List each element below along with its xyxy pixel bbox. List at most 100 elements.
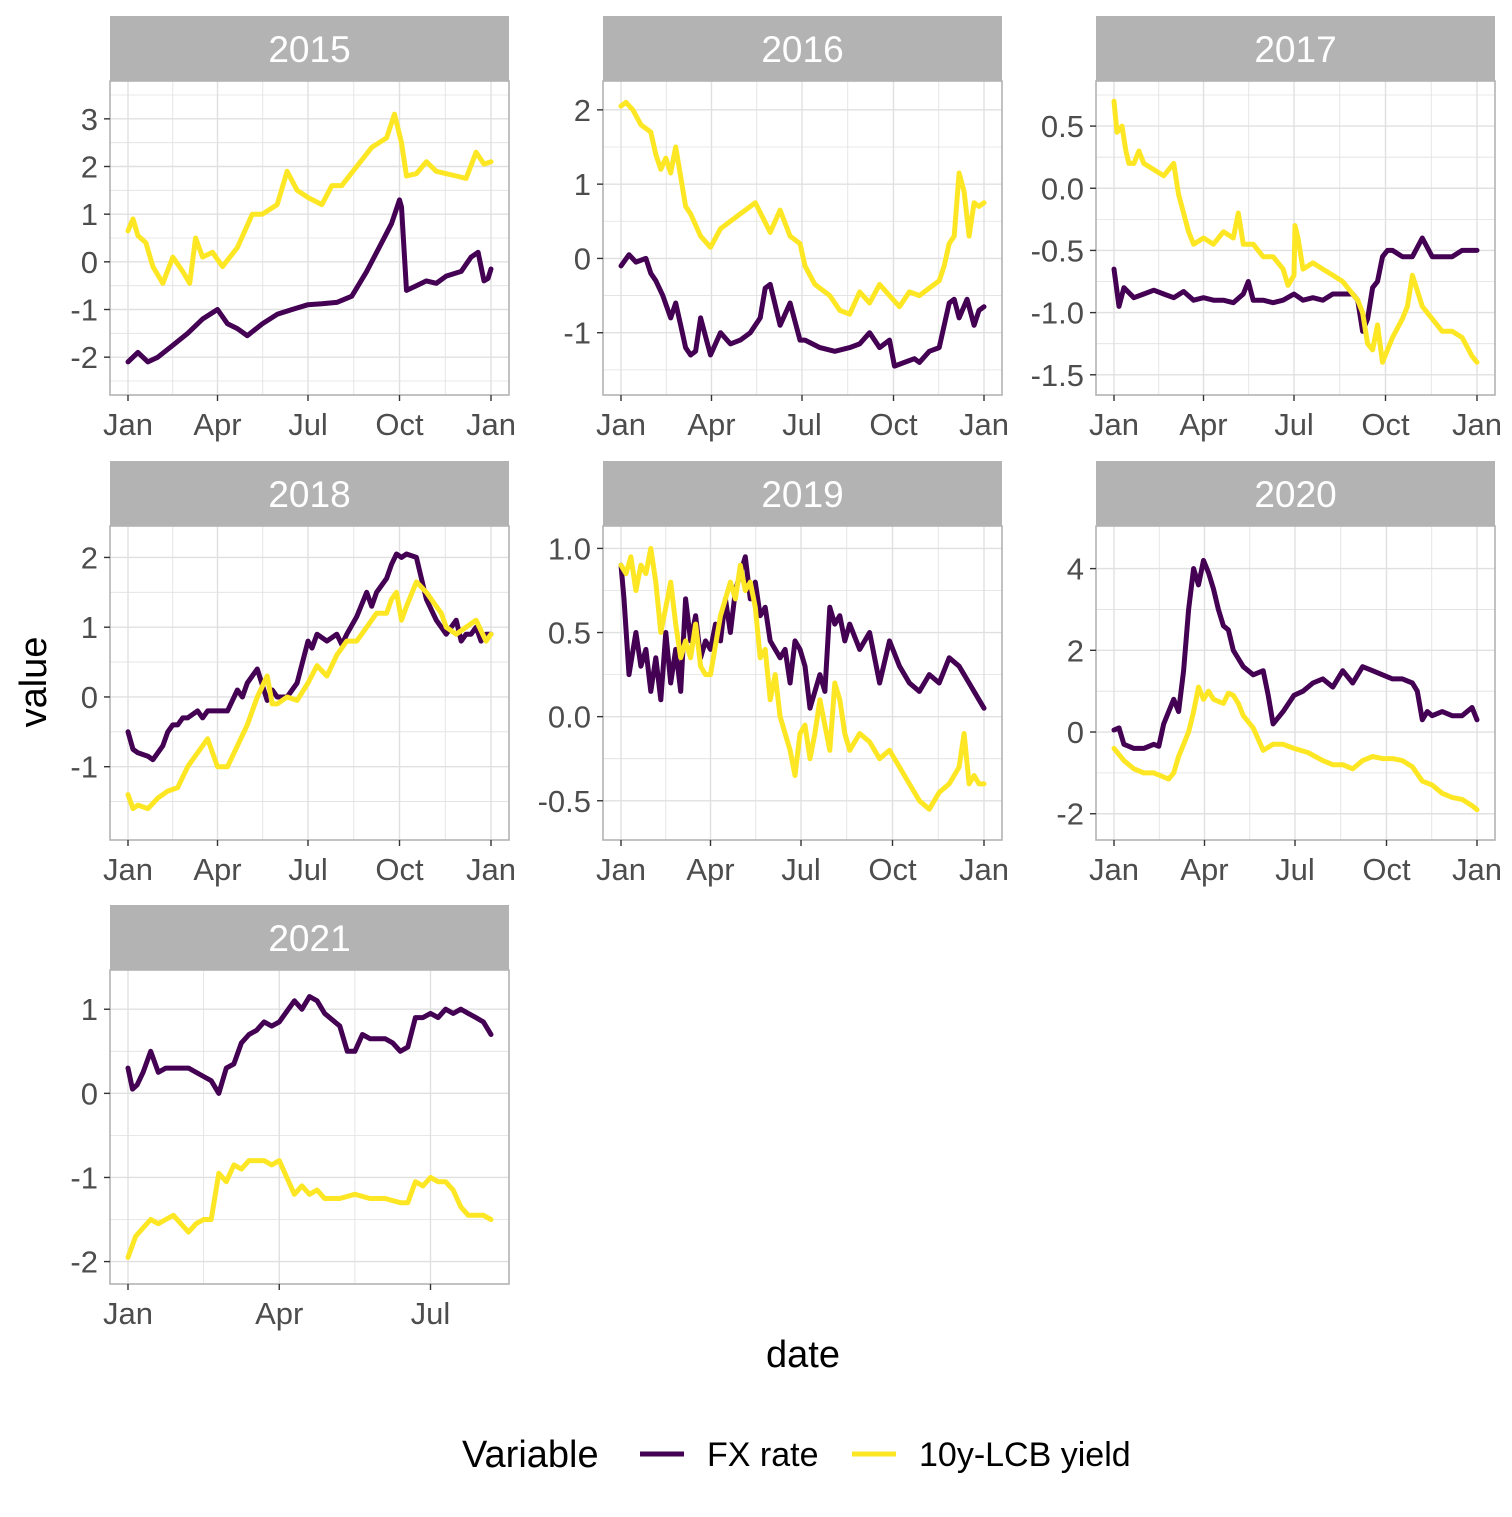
x-tick-label: Apr <box>687 407 735 442</box>
panel-strip <box>1096 461 1495 526</box>
x-tick-label: Oct <box>1361 407 1410 442</box>
panel-border <box>109 525 510 841</box>
y-tick-label: 0.0 <box>1041 171 1084 206</box>
y-axis-title: value <box>13 637 55 728</box>
panel-2020: 2020 -2 0 2 4 Jan Apr Jul Oct Jan <box>1056 461 1502 887</box>
panel-border <box>1095 80 1496 396</box>
panel-strip <box>110 905 509 970</box>
y-tick-label: -1 <box>70 1160 98 1195</box>
panel-2019: 2019 -0.5 0.0 0.5 1.0 Jan Apr Jul Oct Jan <box>538 461 1009 887</box>
x-tick-label: Apr <box>255 1296 303 1331</box>
legend-label-10y-lcb-yield: 10y-LCB yield <box>919 1436 1131 1474</box>
y-tick-label: 0.0 <box>548 700 591 735</box>
x-tick-label: Jan <box>596 407 646 442</box>
y-tick-label: 0 <box>81 680 98 715</box>
x-tick-label: Jul <box>782 407 822 442</box>
panel-strip-label: 2020 <box>1254 474 1336 515</box>
panel-2015: 2015 -2 -1 0 1 2 3 Jan Apr Jul Oct Jan <box>70 16 516 442</box>
y-tick-label: 0.5 <box>548 616 591 651</box>
y-tick-label: 0 <box>574 241 591 276</box>
x-tick-label: Jul <box>1275 852 1315 887</box>
panel-strip-label: 2021 <box>268 918 350 959</box>
y-tick-label: 2 <box>81 540 98 575</box>
x-tick-label: Jan <box>1452 852 1502 887</box>
x-tick-label: Jul <box>1274 407 1314 442</box>
x-tick-label: Jul <box>781 852 821 887</box>
series-line-10y-lcb-yield <box>1111 98 1480 365</box>
panel-2017: 2017 -1.5 -1.0 -0.5 0.0 0.5 Jan Apr Jul Oct Jan <box>1031 16 1502 442</box>
y-tick-label: -2 <box>1056 797 1084 832</box>
panel-border <box>602 525 1003 841</box>
x-tick-label: Jan <box>959 852 1009 887</box>
x-tick-label: Jan <box>596 852 646 887</box>
series-line-10y-lcb-yield <box>1111 684 1480 813</box>
y-tick-label: 1 <box>81 610 98 645</box>
x-tick-label: Jan <box>103 852 153 887</box>
x-tick-label: Oct <box>868 852 917 887</box>
panel-strip <box>603 16 1002 81</box>
y-tick-label: -1.0 <box>1031 296 1084 331</box>
x-tick-label: Jan <box>466 407 516 442</box>
x-tick-label: Jan <box>466 852 516 887</box>
x-tick-label: Oct <box>375 407 424 442</box>
panels-layer: 2015 -2 -1 0 1 2 3 Jan Apr Jul Oct Jan 2016 -1 0 1 2 Jan A… <box>70 16 1502 1331</box>
panel-strip-label: 2019 <box>761 474 843 515</box>
panel-2016: 2016 -1 0 1 2 Jan Apr Jul Oct Jan <box>563 16 1009 442</box>
series-line-10y-lcb-yield <box>618 99 987 317</box>
series-line-fx-rate <box>125 994 494 1096</box>
series-line-fx-rate <box>1111 557 1480 751</box>
y-tick-label: -1.5 <box>1031 358 1084 393</box>
y-tick-label: 1 <box>81 197 98 232</box>
series-line-fx-rate <box>618 252 987 369</box>
panel-strip-label: 2017 <box>1254 29 1336 70</box>
series-line-fx-rate <box>618 554 987 711</box>
x-tick-label: Jan <box>959 407 1009 442</box>
y-tick-label: 0 <box>81 245 98 280</box>
y-tick-label: 2 <box>574 93 591 128</box>
legend-label-fx-rate: FX rate <box>707 1436 818 1474</box>
panel-strip-label: 2015 <box>268 29 350 70</box>
series-line-10y-lcb-yield <box>125 111 494 286</box>
series-line-10y-lcb-yield <box>125 579 494 812</box>
x-tick-label: Oct <box>375 852 424 887</box>
panel-strip-label: 2016 <box>761 29 843 70</box>
legend: Variable FX rate 10y-LCB yield <box>462 1434 1131 1476</box>
x-tick-label: Jul <box>411 1296 451 1331</box>
y-tick-label: 3 <box>81 102 98 137</box>
x-tick-label: Apr <box>1180 852 1228 887</box>
x-tick-label: Jan <box>103 407 153 442</box>
y-tick-label: -1 <box>70 750 98 785</box>
y-tick-label: 0.5 <box>1041 109 1084 144</box>
series-line-fx-rate <box>125 551 494 763</box>
y-tick-label: -2 <box>70 340 98 375</box>
y-tick-label: 1 <box>81 992 98 1027</box>
x-tick-label: Jan <box>1452 407 1502 442</box>
y-tick-label: 0 <box>1067 715 1084 750</box>
y-tick-label: 0 <box>81 1076 98 1111</box>
series-line-10y-lcb-yield <box>125 1158 494 1260</box>
y-tick-label: -0.5 <box>1031 233 1084 268</box>
panel-strip <box>110 461 509 526</box>
panel-border <box>109 80 510 396</box>
x-axis-title: date <box>766 1334 840 1376</box>
panel-2018: 2018 -1 0 1 2 Jan Apr Jul Oct Jan <box>70 461 516 887</box>
x-tick-label: Jan <box>1089 407 1139 442</box>
x-tick-label: Apr <box>193 852 241 887</box>
y-tick-label: -1 <box>563 316 591 351</box>
x-tick-label: Apr <box>686 852 734 887</box>
y-tick-label: 1.0 <box>548 531 591 566</box>
series-line-fx-rate <box>1111 235 1480 334</box>
x-tick-label: Jul <box>288 407 328 442</box>
y-tick-label: 2 <box>81 150 98 185</box>
panel-strip <box>603 461 1002 526</box>
x-tick-label: Jan <box>1089 852 1139 887</box>
y-tick-label: -1 <box>70 293 98 328</box>
panel-border <box>109 969 510 1285</box>
series-line-10y-lcb-yield <box>618 545 987 812</box>
y-tick-label: 2 <box>1067 633 1084 668</box>
legend-title: Variable <box>462 1434 599 1476</box>
x-tick-label: Oct <box>1362 852 1411 887</box>
x-tick-label: Oct <box>869 407 918 442</box>
x-tick-label: Jul <box>288 852 328 887</box>
